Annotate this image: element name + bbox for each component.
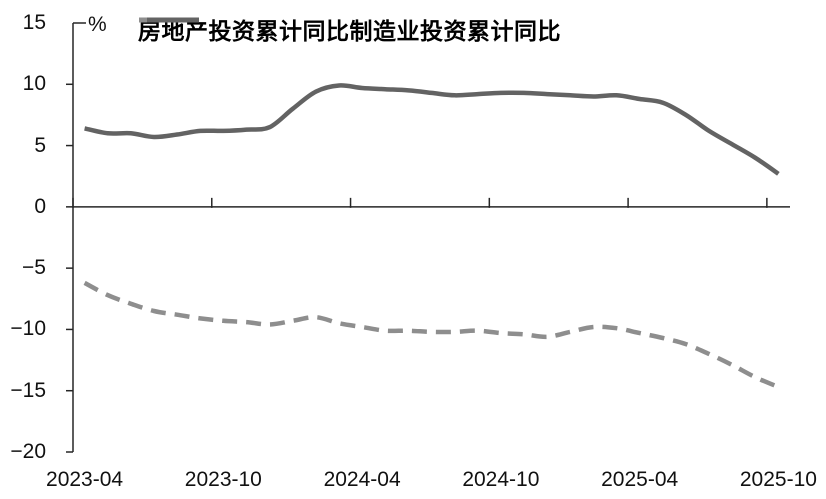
legend-item-manufacturing: 制造业投资累计同比 bbox=[147, 17, 562, 45]
x-tick-label: 2023-04 bbox=[46, 468, 124, 491]
y-tick-label: −5 bbox=[22, 256, 46, 280]
real-estate-line bbox=[83, 280, 780, 390]
y-tick-label: 0 bbox=[34, 194, 46, 218]
solid-line-swatch-icon bbox=[147, 17, 199, 23]
y-tick-label: 10 bbox=[22, 72, 46, 96]
x-tick-label: 2025-04 bbox=[601, 468, 679, 491]
y-tick-label: −10 bbox=[10, 317, 46, 341]
legend-label-manufacturing: 制造业投资累计同比 bbox=[349, 18, 561, 44]
y-tick-label: −15 bbox=[10, 378, 46, 402]
y-tick-label: 15 bbox=[22, 11, 46, 34]
x-tick-label: 2023-10 bbox=[184, 468, 262, 491]
y-tick-label: 5 bbox=[34, 133, 46, 157]
x-tick-label: 2024-04 bbox=[323, 468, 401, 491]
y-axis-unit-label: % bbox=[88, 13, 107, 36]
x-tick-label: 2024-10 bbox=[462, 468, 540, 491]
y-tick-label: −20 bbox=[10, 440, 46, 463]
legend: 房地产投资累计同比 制造业投资累计同比 bbox=[138, 17, 561, 45]
manufacturing-line bbox=[84, 83, 780, 176]
x-tick-label: 2025-10 bbox=[739, 468, 817, 491]
